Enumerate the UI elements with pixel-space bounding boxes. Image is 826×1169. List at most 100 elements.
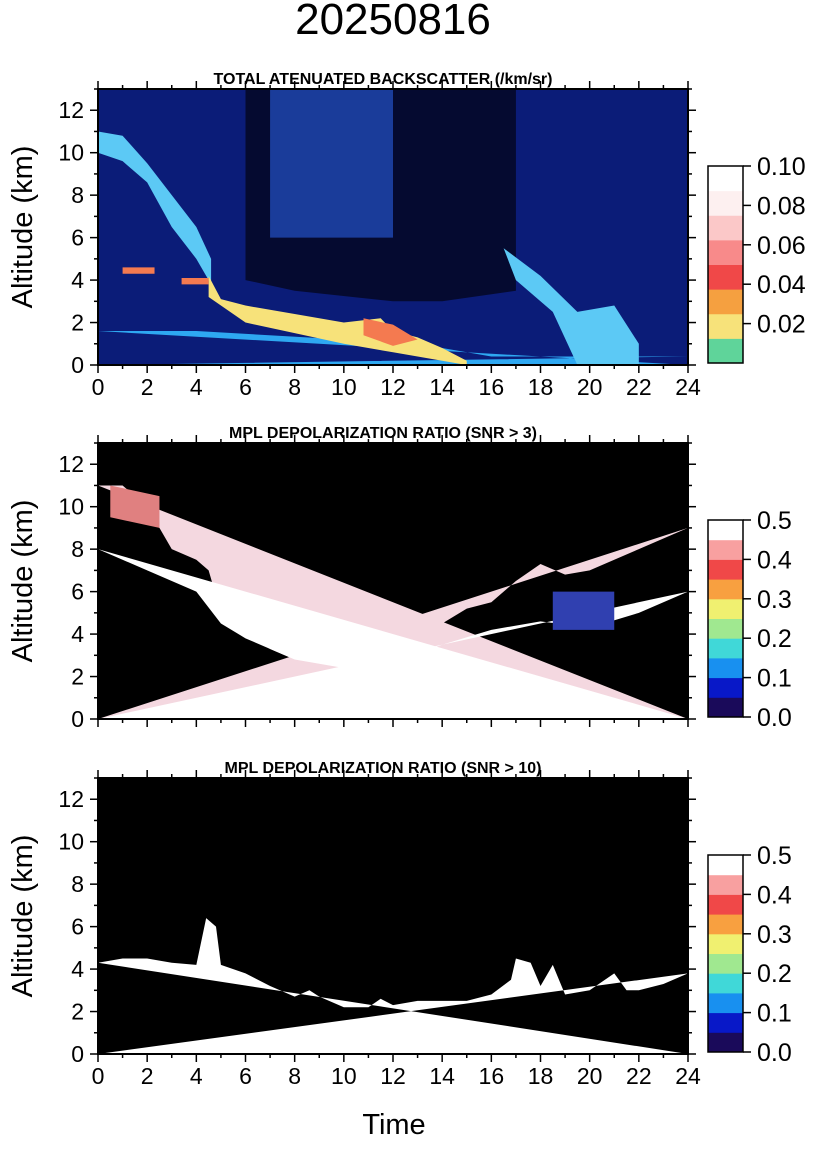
colorbar-segment	[708, 874, 743, 895]
y-tick-label: 8	[71, 536, 84, 562]
colorbar-frame	[707, 165, 744, 364]
colorbar-segment	[708, 338, 743, 364]
x-tick-label: 0	[92, 374, 105, 400]
x-tick-label: 22	[626, 374, 652, 400]
y-tick-label: 0	[71, 706, 84, 732]
x-tick-label: 2	[141, 1063, 154, 1089]
colorbar-tick-label: 0.5	[757, 507, 792, 535]
colorbar-segment	[708, 313, 743, 339]
x-tick-label: 18	[528, 1063, 554, 1089]
cloud-layer	[122, 267, 155, 274]
y-tick-label: 12	[58, 451, 84, 477]
evening-plume	[503, 248, 639, 365]
y-tick-label: 0	[71, 352, 84, 378]
x-tick-label: 18	[528, 374, 554, 400]
y-tick-label: 12	[58, 786, 84, 812]
colorbar-tick-label: 0.0	[757, 1039, 792, 1067]
x-tick-label: 10	[331, 374, 357, 400]
x-tick-label: 6	[239, 374, 252, 400]
colorbar-segment	[708, 190, 743, 216]
y-tick-label: 2	[71, 664, 84, 690]
y-tick-label: 4	[71, 621, 84, 647]
panel-1: TOTAL ATENUATED BACKSCATTER (/km/sr)0 2 4 6…	[7, 71, 806, 400]
colorbar-segment	[708, 520, 743, 541]
y-tick-label: 8	[71, 871, 84, 897]
x-tick-label: 2	[141, 374, 154, 400]
colorbar-frame	[707, 519, 744, 718]
valid-signal-region	[98, 485, 688, 719]
colorbar-segment	[708, 953, 743, 974]
colorbar-tick-label: 0.3	[757, 921, 792, 949]
x-tick-label: 10	[331, 1063, 357, 1089]
colorbar-tick-label: 0.3	[757, 586, 792, 614]
colorbar-tick-label: 0.02	[757, 311, 806, 339]
low-depol-cloud	[552, 591, 615, 630]
colorbar-tick-label: 0.1	[757, 665, 792, 693]
colorbar-segment	[708, 677, 743, 698]
colorbar-segment	[708, 618, 743, 639]
x-tick-label: 4	[190, 1063, 203, 1089]
colorbar-tick-label: 0.2	[757, 960, 792, 988]
noise-region	[270, 89, 393, 238]
colorbar: 0.02 0.04 0.06 0.08 0.10	[707, 153, 806, 364]
x-tick-label: 14	[429, 374, 455, 400]
colorbar-segment	[708, 855, 743, 876]
x-tick-label: 20	[577, 1063, 603, 1089]
y-tick-label: 0	[71, 1041, 84, 1067]
colorbar-segment	[708, 289, 743, 315]
colorbar-segment	[708, 598, 743, 619]
colorbar-segment	[708, 638, 743, 659]
y-tick-label: 4	[71, 267, 84, 293]
colorbar-segment	[708, 579, 743, 600]
colorbar-segment	[708, 973, 743, 994]
x-tick-label: 16	[479, 1063, 505, 1089]
x-tick-label: 6	[239, 1063, 252, 1089]
y-axis-label: Altitude (km)	[7, 500, 39, 663]
colorbar-tick-label: 0.2	[757, 625, 792, 653]
colorbar-segment	[708, 559, 743, 580]
high-depol-region	[98, 549, 688, 719]
heatmap-background	[98, 778, 688, 1054]
colorbar-segment	[708, 657, 743, 679]
y-tick-label: 8	[71, 182, 84, 208]
x-axis-label: Time	[362, 1109, 425, 1141]
colorbar-segment	[708, 894, 743, 915]
x-tick-label: 24	[675, 1063, 701, 1089]
colorbar-frame	[707, 854, 744, 1053]
valid-signal-region	[98, 918, 688, 1054]
panel-3: MPL DEPOLARIZATION RATIO (SNR > 10)0 2 4 6 8…	[7, 760, 792, 1089]
colorbar-segment	[708, 1032, 743, 1053]
y-axis-label: Altitude (km)	[7, 835, 39, 998]
y-tick-label: 6	[71, 225, 84, 251]
colorbar: 0.0 0.1 0.2 0.3 0.4 0.5	[707, 507, 792, 732]
colorbar-tick-label: 0.4	[757, 881, 792, 909]
colorbar-segment	[708, 215, 743, 241]
panel-title: TOTAL ATENUATED BACKSCATTER (/km/sr)	[214, 71, 553, 88]
colorbar-segment	[708, 239, 743, 265]
x-tick-label: 4	[190, 374, 203, 400]
y-tick-label: 12	[58, 97, 84, 123]
x-tick-label: 20	[577, 374, 603, 400]
cirrus-band	[98, 131, 212, 285]
x-tick-label: 8	[288, 374, 301, 400]
x-tick-label: 16	[479, 374, 505, 400]
x-tick-label: 12	[380, 1063, 406, 1089]
y-axis-label: Altitude (km)	[7, 146, 39, 309]
x-tick-label: 22	[626, 1063, 652, 1089]
colorbar-segment	[708, 166, 743, 192]
panel-title: MPL DEPOLARIZATION RATIO (SNR > 3)	[229, 425, 537, 442]
y-tick-label: 10	[58, 494, 84, 520]
x-tick-label: 14	[429, 1063, 455, 1089]
y-tick-label: 2	[71, 310, 84, 336]
colorbar-tick-label: 0.0	[757, 704, 792, 732]
figure-title: 20250816	[295, 0, 491, 44]
colorbar-segment	[708, 539, 743, 560]
x-tick-label: 8	[288, 1063, 301, 1089]
panel-2: MPL DEPOLARIZATION RATIO (SNR > 3) 0 2 4 6 8 1…	[7, 425, 792, 732]
y-tick-label: 6	[71, 579, 84, 605]
panel-title: MPL DEPOLARIZATION RATIO (SNR > 10)	[225, 760, 542, 777]
y-tick-label: 6	[71, 914, 84, 940]
colorbar-tick-label: 0.08	[757, 192, 806, 220]
x-tick-label: 24	[675, 374, 701, 400]
